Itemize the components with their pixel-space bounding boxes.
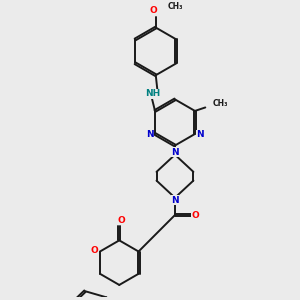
Text: N: N [171, 148, 179, 157]
Text: O: O [192, 211, 200, 220]
Text: O: O [150, 6, 158, 15]
Text: CH₃: CH₃ [213, 99, 229, 108]
Text: NH: NH [145, 89, 160, 98]
Text: O: O [91, 246, 98, 255]
Text: N: N [171, 196, 179, 205]
Text: N: N [146, 130, 154, 139]
Text: CH₃: CH₃ [168, 2, 184, 11]
Text: O: O [117, 215, 125, 224]
Text: N: N [196, 130, 204, 139]
